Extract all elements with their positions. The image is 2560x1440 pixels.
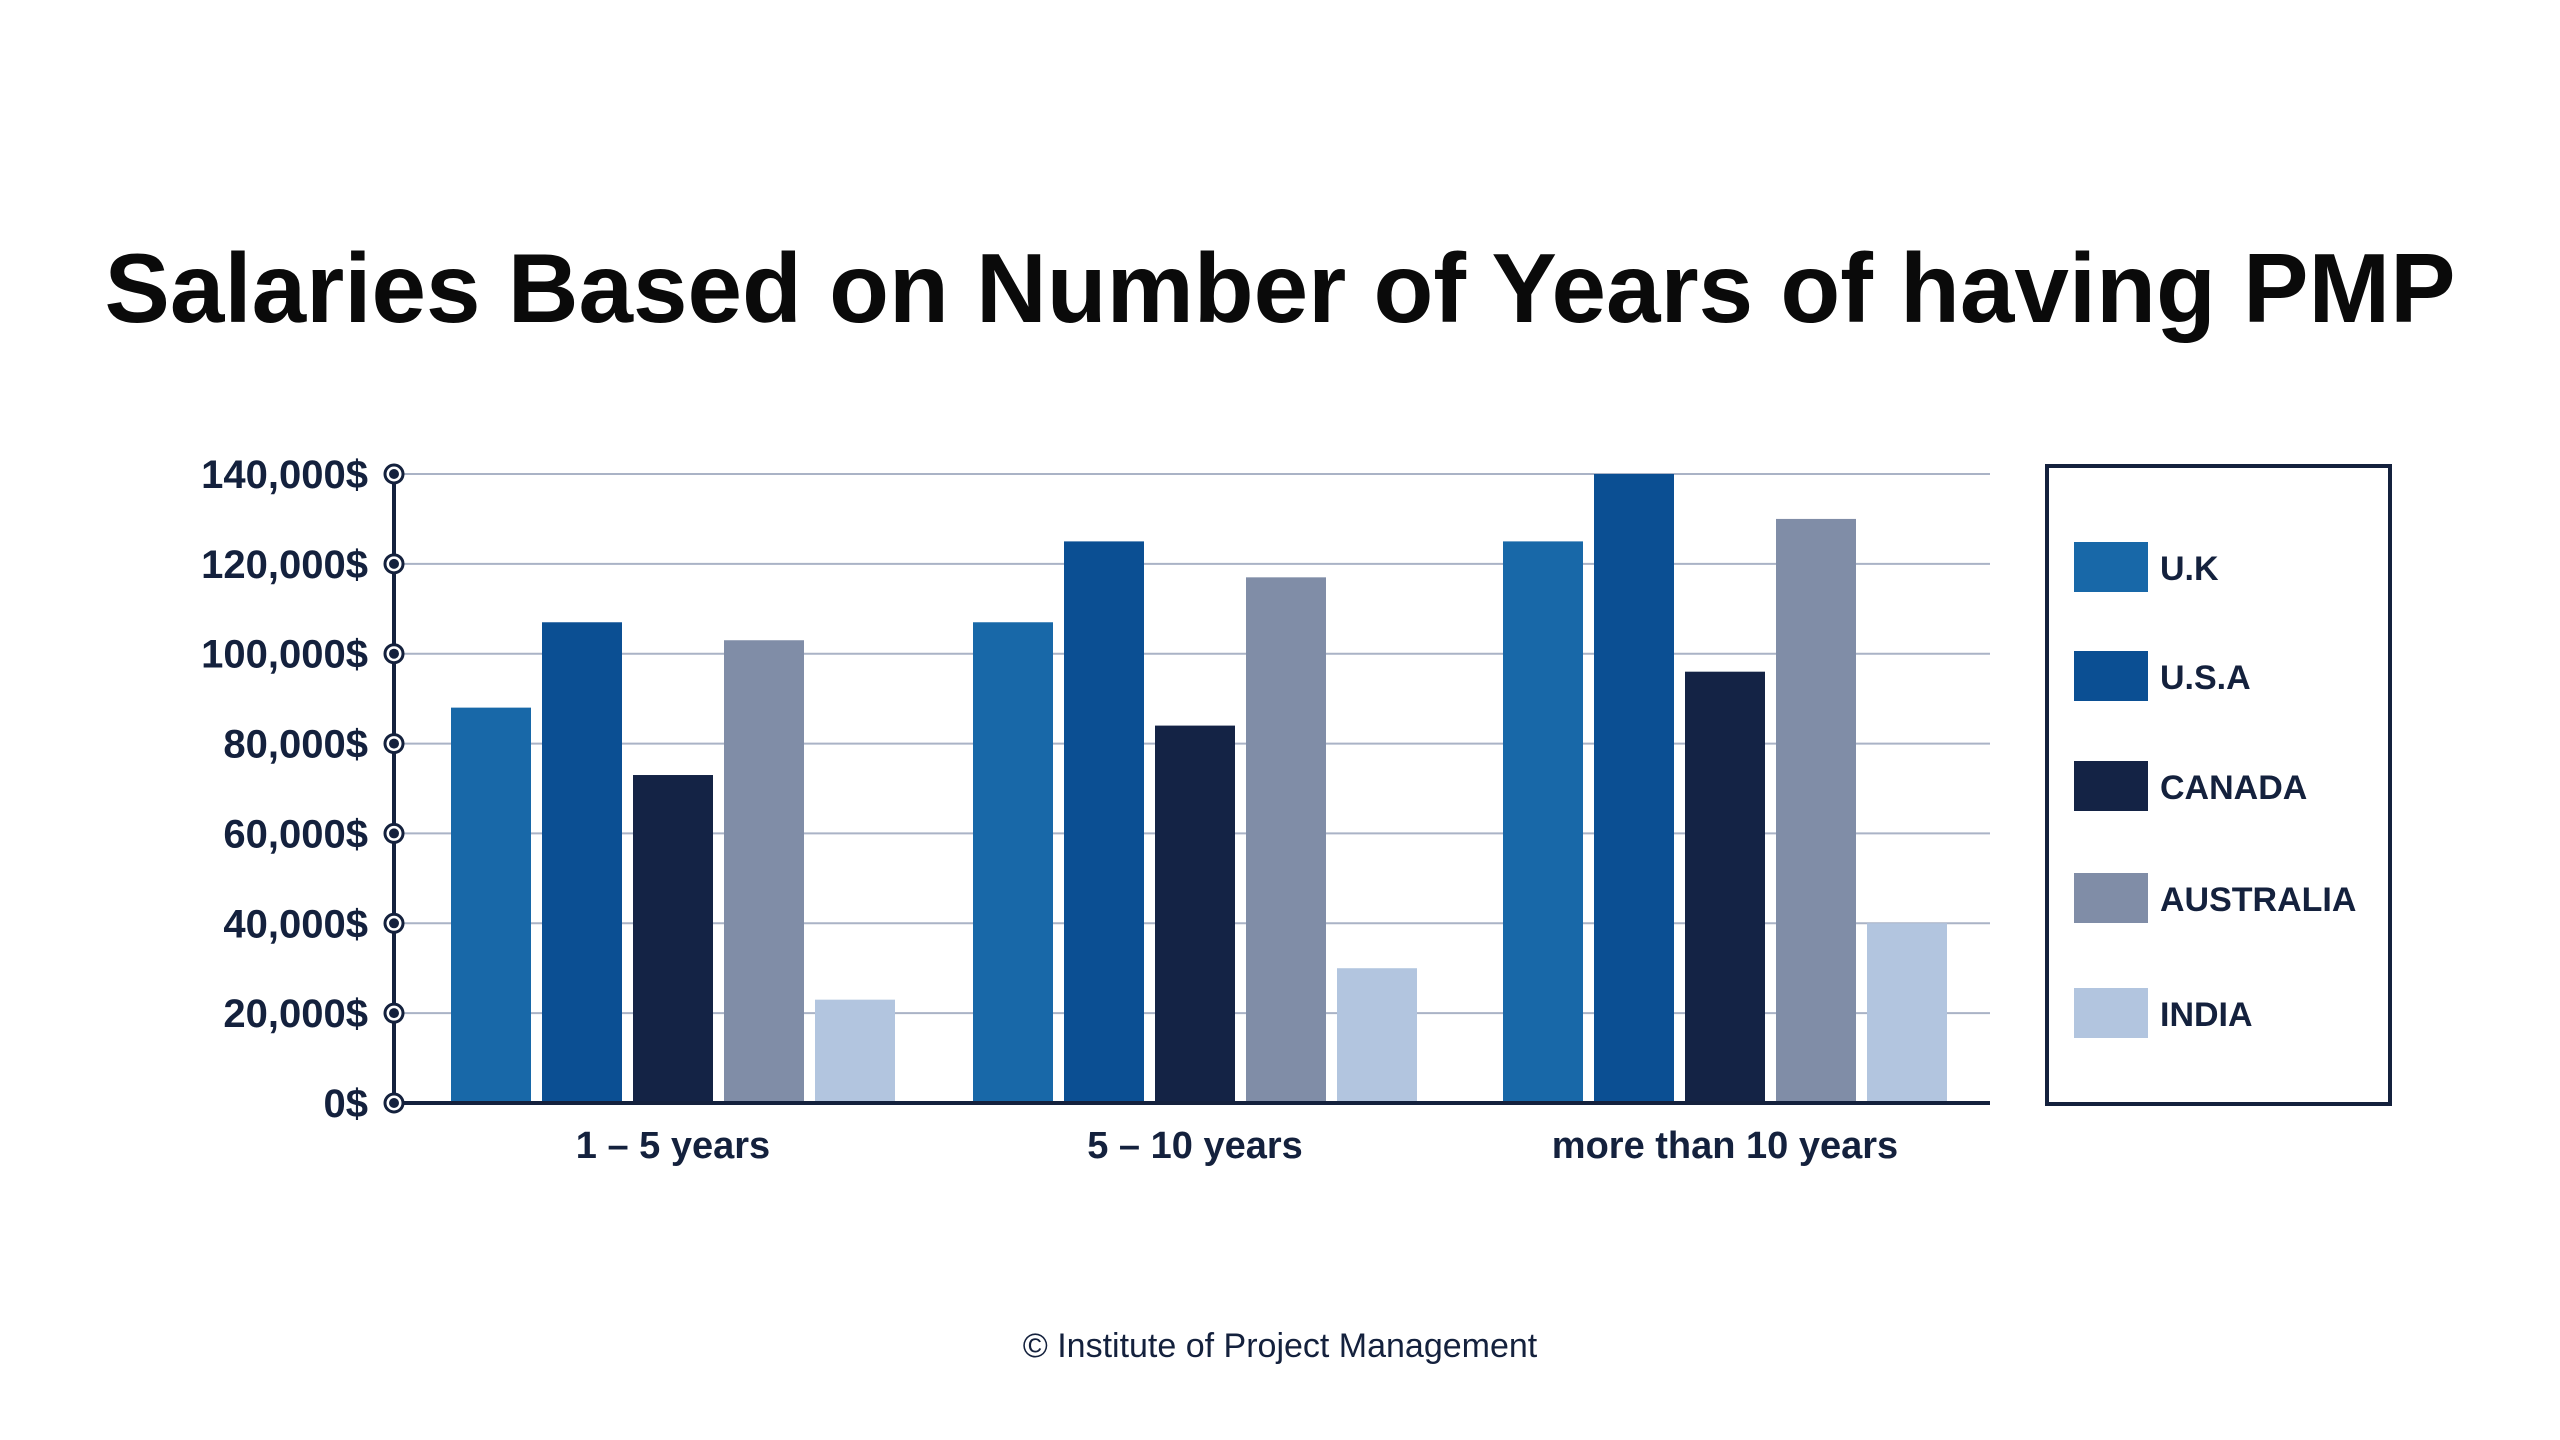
bar-australia-2 — [1776, 518, 1856, 1103]
bar-canada-1 — [1155, 725, 1235, 1103]
y-tick-marker-dot — [389, 1098, 399, 1108]
y-tick-label: 80,000$ — [223, 723, 368, 767]
legend-swatch — [2074, 761, 2148, 811]
bar-india-1 — [1337, 968, 1417, 1103]
bars — [451, 474, 1947, 1103]
bar-usa-2 — [1594, 474, 1674, 1103]
legend-label: AUSTRALIA — [2160, 881, 2356, 919]
legend-swatch — [2074, 651, 2148, 701]
bar-uk-2 — [1503, 541, 1583, 1103]
bar-australia-0 — [724, 640, 804, 1103]
legend-label: INDIA — [2160, 996, 2253, 1034]
bar-australia-1 — [1246, 577, 1326, 1103]
y-tick-labels: 0$ 20,000$ 40,000$ 60,000$ 80,000$ 100,000$ 12… — [201, 453, 368, 1126]
y-tick-marker-dot — [389, 1008, 399, 1019]
legend-label: U.K — [2160, 550, 2219, 588]
bar-canada-2 — [1685, 671, 1765, 1103]
copyright-credit: © Institute of Project Management — [1022, 1327, 1538, 1365]
y-tick-label: 40,000$ — [223, 902, 368, 946]
y-tick-marker-dot — [389, 918, 399, 929]
y-tick-marker-dot — [389, 828, 399, 839]
legend-label: U.S.A — [2160, 659, 2251, 697]
y-tick-label: 60,000$ — [223, 812, 368, 856]
y-tick-label: 120,000$ — [201, 543, 368, 587]
y-axis — [383, 463, 1990, 1114]
y-tick-label: 20,000$ — [223, 992, 368, 1036]
bar-india-2 — [1867, 923, 1947, 1103]
y-tick-marker-dot — [389, 738, 399, 749]
x-category-label: 1 – 5 years — [576, 1125, 770, 1167]
bar-usa-0 — [542, 622, 622, 1103]
y-tick-marker-dot — [389, 469, 399, 479]
bar-usa-1 — [1064, 541, 1144, 1103]
y-tick-marker-dot — [389, 648, 399, 659]
y-tick-label: 0$ — [324, 1082, 369, 1126]
legend: U.K U.S.A CANADA AUSTRALIA INDIA — [2045, 464, 2392, 1106]
bar-india-0 — [815, 999, 895, 1103]
bar-uk-0 — [451, 707, 531, 1103]
x-category-labels: 1 – 5 years 5 – 10 years more than 10 year… — [576, 1125, 1898, 1167]
y-tick-marker-dot — [389, 558, 399, 569]
legend-label: CANADA — [2160, 769, 2307, 807]
x-category-label: more than 10 years — [1552, 1125, 1898, 1167]
x-category-label: 5 – 10 years — [1087, 1125, 1303, 1167]
y-tick-label: 140,000$ — [201, 453, 368, 497]
legend-swatch — [2074, 873, 2148, 923]
chart-title: Salaries Based on Number of Years of hav… — [104, 233, 2456, 343]
legend-swatch — [2074, 542, 2148, 592]
bar-canada-0 — [633, 775, 713, 1103]
bar-uk-1 — [973, 622, 1053, 1103]
y-tick-label: 100,000$ — [201, 633, 368, 677]
legend-swatch — [2074, 988, 2148, 1038]
